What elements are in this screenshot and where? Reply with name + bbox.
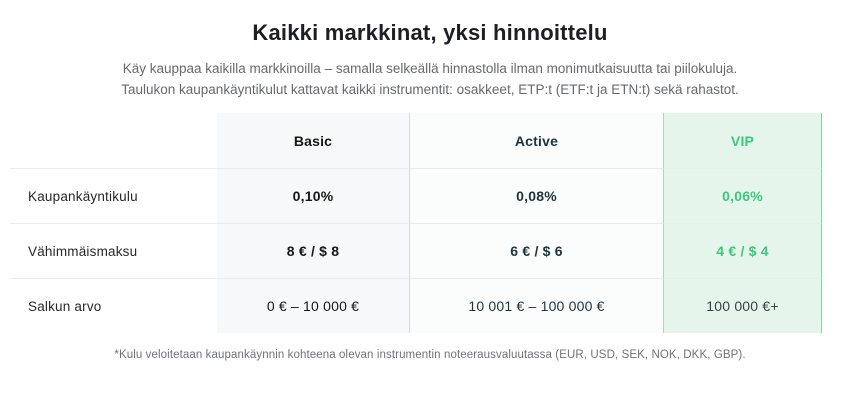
- minimum-fee-vip: 4 € / $ 4: [663, 223, 822, 278]
- row-label-minimum-fee: Vähimmäismaksu: [10, 223, 217, 278]
- pricing-header: Kaikki markkinat, yksi hinnoittelu Käy k…: [0, 0, 860, 100]
- trading-fee-vip: 0,06%: [663, 168, 822, 223]
- table-corner-spacer: [10, 113, 217, 168]
- minimum-fee-basic: 8 € / $ 8: [217, 223, 409, 278]
- pricing-table: Basic Active VIP Kaupankäyntikulu 0,10% …: [10, 113, 822, 333]
- portfolio-value-basic: 0 € – 10 000 €: [217, 278, 409, 333]
- column-header-active: Active: [409, 113, 663, 168]
- row-label-portfolio-value: Salkun arvo: [10, 278, 217, 333]
- page-subtitle: Käy kauppaa kaikilla markkinoilla – sama…: [121, 61, 739, 97]
- minimum-fee-active: 6 € / $ 6: [409, 223, 663, 278]
- currency-footnote: *Kulu veloitetaan kaupankäynnin kohteena…: [114, 349, 746, 361]
- row-label-trading-fee: Kaupankäyntikulu: [10, 168, 217, 223]
- trading-fee-basic: 0,10%: [217, 168, 409, 223]
- portfolio-value-active: 10 001 € – 100 000 €: [409, 278, 663, 333]
- column-header-vip: VIP: [663, 113, 822, 168]
- column-header-basic: Basic: [217, 113, 409, 168]
- page-title: Kaikki markkinat, yksi hinnoittelu: [252, 20, 608, 45]
- portfolio-value-vip: 100 000 €+: [663, 278, 822, 333]
- trading-fee-active: 0,08%: [409, 168, 663, 223]
